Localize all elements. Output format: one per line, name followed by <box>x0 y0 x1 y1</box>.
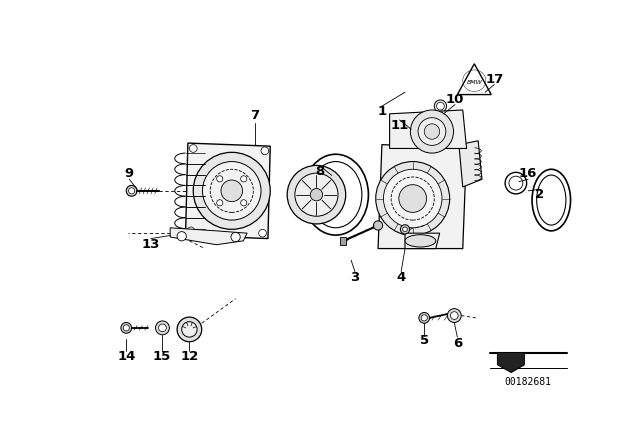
Circle shape <box>419 313 429 323</box>
Text: 3: 3 <box>350 271 360 284</box>
Circle shape <box>509 176 523 190</box>
Polygon shape <box>390 110 467 148</box>
Text: 5: 5 <box>420 335 429 348</box>
Ellipse shape <box>310 162 362 228</box>
Polygon shape <box>459 141 482 187</box>
Text: 7: 7 <box>250 109 259 122</box>
Circle shape <box>193 152 270 229</box>
Polygon shape <box>405 233 440 249</box>
Circle shape <box>217 200 223 206</box>
Circle shape <box>401 225 410 234</box>
Circle shape <box>436 102 444 110</box>
Ellipse shape <box>303 154 369 235</box>
Text: 6: 6 <box>452 337 462 350</box>
Circle shape <box>261 147 269 155</box>
Circle shape <box>123 325 129 331</box>
Polygon shape <box>378 145 467 249</box>
Text: BMW: BMW <box>467 80 482 85</box>
Circle shape <box>410 110 454 153</box>
Text: 4: 4 <box>397 271 406 284</box>
Polygon shape <box>170 228 247 245</box>
Text: 13: 13 <box>141 238 160 251</box>
Circle shape <box>231 233 240 241</box>
Polygon shape <box>186 143 270 238</box>
Circle shape <box>295 173 338 216</box>
Circle shape <box>221 180 243 202</box>
Circle shape <box>421 315 428 321</box>
Text: 14: 14 <box>117 350 136 363</box>
Circle shape <box>259 229 266 237</box>
Circle shape <box>177 232 186 241</box>
Circle shape <box>373 221 383 230</box>
Circle shape <box>217 176 223 182</box>
Ellipse shape <box>532 169 570 231</box>
Circle shape <box>418 118 446 146</box>
Polygon shape <box>497 353 524 373</box>
Circle shape <box>417 125 427 134</box>
Circle shape <box>451 312 458 319</box>
Circle shape <box>187 227 195 235</box>
Circle shape <box>159 324 166 332</box>
Circle shape <box>121 323 132 333</box>
Circle shape <box>189 145 197 152</box>
Text: 8: 8 <box>316 165 325 178</box>
Circle shape <box>156 321 170 335</box>
Circle shape <box>129 188 135 194</box>
Text: 17: 17 <box>485 73 504 86</box>
Circle shape <box>202 162 261 220</box>
Bar <box>340 237 346 245</box>
Text: 1: 1 <box>378 105 387 118</box>
Circle shape <box>399 185 427 212</box>
Text: 00182681: 00182681 <box>505 377 552 387</box>
Ellipse shape <box>405 235 436 247</box>
Text: 11: 11 <box>390 119 409 132</box>
Circle shape <box>310 189 323 201</box>
Text: 15: 15 <box>152 350 171 363</box>
Circle shape <box>287 165 346 224</box>
Circle shape <box>241 176 247 182</box>
Circle shape <box>414 121 429 137</box>
Circle shape <box>177 317 202 342</box>
Text: 9: 9 <box>125 168 134 181</box>
Circle shape <box>126 185 137 196</box>
Text: 2: 2 <box>535 188 544 201</box>
Circle shape <box>241 200 247 206</box>
Text: 16: 16 <box>519 168 538 181</box>
Circle shape <box>383 169 442 228</box>
Circle shape <box>424 124 440 139</box>
Circle shape <box>376 162 450 236</box>
Circle shape <box>447 309 461 323</box>
Circle shape <box>182 322 197 337</box>
Ellipse shape <box>537 175 566 225</box>
Text: 12: 12 <box>180 350 198 363</box>
Circle shape <box>435 100 447 112</box>
Text: 10: 10 <box>446 94 464 107</box>
Circle shape <box>403 227 407 232</box>
Circle shape <box>505 172 527 194</box>
